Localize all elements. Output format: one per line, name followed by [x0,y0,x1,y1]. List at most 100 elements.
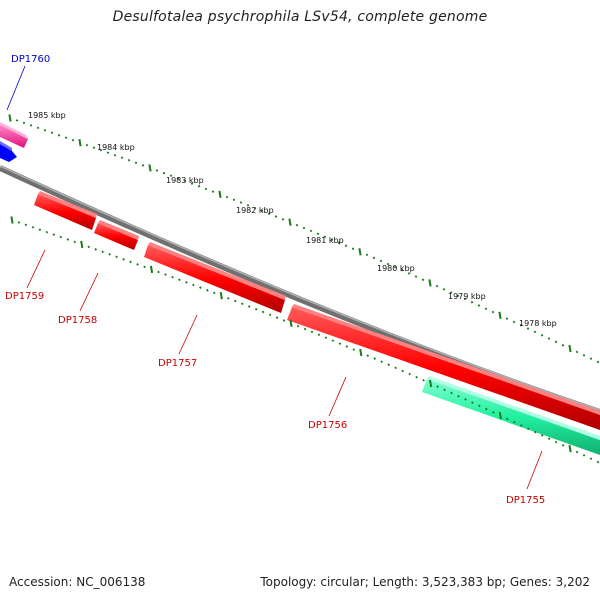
minor-tick [141,164,145,167]
minor-tick [45,230,49,234]
minor-tick [115,255,118,259]
minor-tick [240,302,244,306]
minor-tick [554,340,558,344]
major-tick [78,138,82,147]
minor-tick [485,407,488,411]
minor-tick [17,221,21,224]
minor-tick [352,348,356,351]
gene-dp1757[interactable] [144,242,286,313]
minor-tick [478,404,481,408]
minor-tick [331,339,335,342]
minor-tick [505,317,509,320]
gene-dp1756[interactable] [287,304,600,430]
minor-tick [171,275,174,279]
minor-tick [211,190,215,193]
major-tick [568,344,572,353]
gene-dp1760-forward-pink[interactable] [0,122,28,148]
gene-label-dp1756[interactable]: DP1756 [308,420,347,431]
minor-tick [351,247,355,251]
minor-tick [365,253,369,257]
minor-tick [470,300,474,304]
scale-label: 1979 kbp [448,292,486,301]
minor-tick [106,151,110,155]
minor-tick [519,323,523,327]
minor-tick [295,223,299,227]
minor-tick [330,238,334,242]
minor-tick [394,366,398,370]
minor-tick [204,187,208,191]
major-tick [498,411,502,420]
minor-tick [232,198,236,202]
minor-tick [547,337,551,340]
minor-tick [183,179,187,183]
accession-label: Accession: NC_006138 [9,575,146,589]
minor-tick [393,265,397,269]
minor-tick [512,420,516,424]
minor-tick [143,265,146,269]
minor-tick [261,310,265,314]
gene-label-dp1758[interactable]: DP1758 [58,315,97,326]
minor-tick [190,182,194,185]
major-tick [80,240,84,249]
genome-summary: Topology: circular; Length: 3,523,383 bp… [260,575,590,589]
scale-label: 1980 kbp [377,264,415,273]
minor-tick [422,378,425,382]
gene-label-dp1755[interactable]: DP1755 [506,495,545,506]
minor-tick [113,153,117,157]
minor-tick [526,327,530,330]
minor-tick [94,248,98,251]
gene-label-dp1759[interactable]: DP1759 [5,291,44,302]
minor-tick [435,284,439,288]
minor-tick [324,336,328,340]
minor-tick [540,333,544,337]
minor-tick [463,297,467,301]
minor-tick [533,430,537,434]
gene-dp1755[interactable] [422,376,600,455]
gene-dp1759[interactable] [34,191,97,230]
gene-dp1760[interactable] [0,141,17,162]
minor-tick [296,324,300,328]
minor-tick [127,158,131,162]
minor-tick [268,313,272,317]
minor-tick [122,257,125,261]
minor-tick [596,460,600,464]
major-tick [359,348,363,357]
minor-tick [302,226,306,230]
minor-tick [345,345,349,348]
minor-tick [575,450,579,454]
minor-tick [386,262,390,266]
minor-tick [561,343,565,347]
gene-label-dp1757[interactable]: DP1757 [158,358,197,369]
gene-label-dp1760[interactable]: DP1760 [11,54,50,65]
minor-tick [267,212,271,216]
minor-tick [526,427,530,431]
scale-label: 1981 kbp [306,236,344,245]
minor-tick [192,283,195,287]
minor-tick [471,401,474,405]
minor-tick [484,307,488,311]
minor-tick [309,229,313,233]
minor-tick [533,330,537,334]
minor-tick [260,209,264,213]
minor-tick [50,131,54,135]
minor-tick [226,296,230,300]
gene-dp1758[interactable] [94,220,139,250]
minor-tick [582,353,586,357]
scale-label: 1984 kbp [97,143,135,152]
minor-tick [199,286,202,289]
minor-tick [561,444,565,447]
minor-tick [239,201,243,204]
minor-tick [492,411,495,414]
minor-tick [247,305,251,308]
minor-tick [457,394,460,398]
minor-tick [57,133,61,137]
minor-tick [373,357,377,360]
minor-tick [316,232,320,236]
minor-tick [24,223,28,227]
minor-tick [99,148,103,152]
minor-tick [372,256,376,260]
minor-tick [547,437,551,441]
minor-tick [401,369,404,373]
minor-tick [43,128,47,132]
